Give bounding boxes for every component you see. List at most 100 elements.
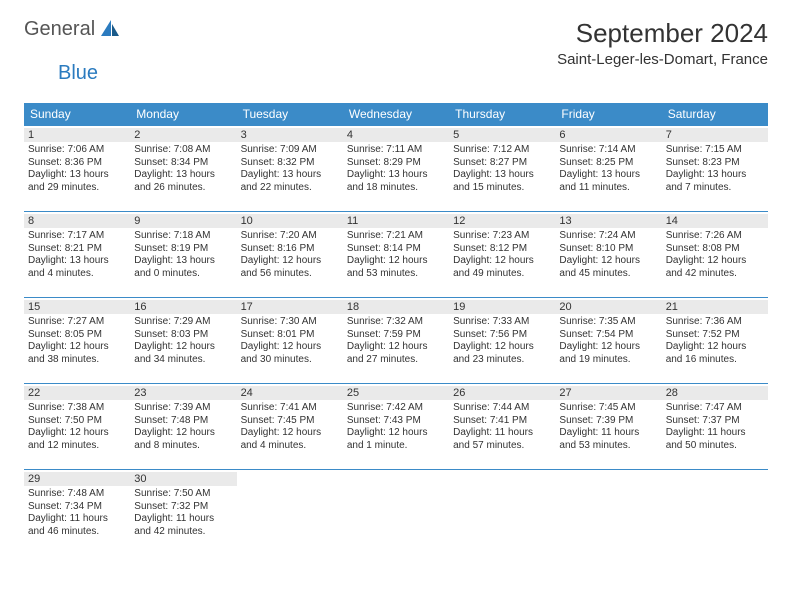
sunset-line: Sunset: 8:16 PM	[241, 243, 339, 256]
daylight-line: Daylight: 12 hours and 1 minute.	[347, 427, 445, 452]
calendar-cell	[662, 470, 768, 556]
sunset-line: Sunset: 8:34 PM	[134, 157, 232, 170]
sunrise-line: Sunrise: 7:36 AM	[666, 316, 764, 329]
daylight-line: Daylight: 11 hours and 46 minutes.	[28, 513, 126, 538]
calendar-cell: 27Sunrise: 7:45 AMSunset: 7:39 PMDayligh…	[555, 384, 661, 470]
daylight-line: Daylight: 12 hours and 16 minutes.	[666, 341, 764, 366]
sunset-line: Sunset: 8:27 PM	[453, 157, 551, 170]
daylight-line: Daylight: 13 hours and 7 minutes.	[666, 169, 764, 194]
day-number: 12	[449, 214, 555, 228]
calendar-table: SundayMondayTuesdayWednesdayThursdayFrid…	[24, 103, 768, 556]
day-number: 13	[555, 214, 661, 228]
logo: General	[24, 18, 123, 41]
sunset-line: Sunset: 7:37 PM	[666, 415, 764, 428]
sunrise-line: Sunrise: 7:12 AM	[453, 144, 551, 157]
sunrise-line: Sunrise: 7:15 AM	[666, 144, 764, 157]
sunrise-line: Sunrise: 7:11 AM	[347, 144, 445, 157]
sunrise-line: Sunrise: 7:26 AM	[666, 230, 764, 243]
sunset-line: Sunset: 8:05 PM	[28, 329, 126, 342]
sunrise-line: Sunrise: 7:44 AM	[453, 402, 551, 415]
calendar-row: 8Sunrise: 7:17 AMSunset: 8:21 PMDaylight…	[24, 212, 768, 298]
calendar-cell: 24Sunrise: 7:41 AMSunset: 7:45 PMDayligh…	[237, 384, 343, 470]
sunrise-line: Sunrise: 7:17 AM	[28, 230, 126, 243]
daylight-line: Daylight: 11 hours and 53 minutes.	[559, 427, 657, 452]
sunrise-line: Sunrise: 7:20 AM	[241, 230, 339, 243]
sunset-line: Sunset: 8:23 PM	[666, 157, 764, 170]
calendar-cell	[343, 470, 449, 556]
day-number: 18	[343, 300, 449, 314]
calendar-cell: 26Sunrise: 7:44 AMSunset: 7:41 PMDayligh…	[449, 384, 555, 470]
calendar-cell	[237, 470, 343, 556]
day-number: 24	[237, 386, 343, 400]
daylight-line: Daylight: 12 hours and 27 minutes.	[347, 341, 445, 366]
month-title: September 2024	[557, 18, 768, 49]
sunset-line: Sunset: 8:25 PM	[559, 157, 657, 170]
sunrise-line: Sunrise: 7:29 AM	[134, 316, 232, 329]
day-number: 15	[24, 300, 130, 314]
logo-text-main: General	[24, 18, 95, 41]
daylight-line: Daylight: 13 hours and 18 minutes.	[347, 169, 445, 194]
day-number: 16	[130, 300, 236, 314]
calendar-row: 15Sunrise: 7:27 AMSunset: 8:05 PMDayligh…	[24, 298, 768, 384]
day-number: 30	[130, 472, 236, 486]
sunset-line: Sunset: 7:52 PM	[666, 329, 764, 342]
calendar-cell: 9Sunrise: 7:18 AMSunset: 8:19 PMDaylight…	[130, 212, 236, 298]
sunrise-line: Sunrise: 7:42 AM	[347, 402, 445, 415]
day-number: 28	[662, 386, 768, 400]
sunset-line: Sunset: 8:19 PM	[134, 243, 232, 256]
sunset-line: Sunset: 7:56 PM	[453, 329, 551, 342]
calendar-cell: 7Sunrise: 7:15 AMSunset: 8:23 PMDaylight…	[662, 126, 768, 212]
sunrise-line: Sunrise: 7:23 AM	[453, 230, 551, 243]
day-number: 26	[449, 386, 555, 400]
day-number: 11	[343, 214, 449, 228]
sunrise-line: Sunrise: 7:18 AM	[134, 230, 232, 243]
daylight-line: Daylight: 12 hours and 12 minutes.	[28, 427, 126, 452]
sunset-line: Sunset: 7:48 PM	[134, 415, 232, 428]
sunset-line: Sunset: 7:39 PM	[559, 415, 657, 428]
sunrise-line: Sunrise: 7:50 AM	[134, 488, 232, 501]
daylight-line: Daylight: 11 hours and 57 minutes.	[453, 427, 551, 452]
daylight-line: Daylight: 12 hours and 23 minutes.	[453, 341, 551, 366]
sunrise-line: Sunrise: 7:38 AM	[28, 402, 126, 415]
day-number: 29	[24, 472, 130, 486]
daylight-line: Daylight: 12 hours and 30 minutes.	[241, 341, 339, 366]
day-number: 9	[130, 214, 236, 228]
daylight-line: Daylight: 13 hours and 22 minutes.	[241, 169, 339, 194]
sunrise-line: Sunrise: 7:14 AM	[559, 144, 657, 157]
sunrise-line: Sunrise: 7:47 AM	[666, 402, 764, 415]
day-header: Friday	[555, 103, 661, 126]
daylight-line: Daylight: 12 hours and 19 minutes.	[559, 341, 657, 366]
sunset-line: Sunset: 8:36 PM	[28, 157, 126, 170]
daylight-line: Daylight: 12 hours and 53 minutes.	[347, 255, 445, 280]
calendar-cell: 1Sunrise: 7:06 AMSunset: 8:36 PMDaylight…	[24, 126, 130, 212]
calendar-cell: 17Sunrise: 7:30 AMSunset: 8:01 PMDayligh…	[237, 298, 343, 384]
daylight-line: Daylight: 13 hours and 26 minutes.	[134, 169, 232, 194]
sunrise-line: Sunrise: 7:08 AM	[134, 144, 232, 157]
sunset-line: Sunset: 8:03 PM	[134, 329, 232, 342]
calendar-cell: 19Sunrise: 7:33 AMSunset: 7:56 PMDayligh…	[449, 298, 555, 384]
day-number: 22	[24, 386, 130, 400]
sunrise-line: Sunrise: 7:21 AM	[347, 230, 445, 243]
day-number: 1	[24, 128, 130, 142]
sunset-line: Sunset: 8:21 PM	[28, 243, 126, 256]
calendar-cell: 13Sunrise: 7:24 AMSunset: 8:10 PMDayligh…	[555, 212, 661, 298]
daylight-line: Daylight: 13 hours and 29 minutes.	[28, 169, 126, 194]
day-header: Monday	[130, 103, 236, 126]
calendar-cell: 8Sunrise: 7:17 AMSunset: 8:21 PMDaylight…	[24, 212, 130, 298]
calendar-cell: 14Sunrise: 7:26 AMSunset: 8:08 PMDayligh…	[662, 212, 768, 298]
calendar-cell: 25Sunrise: 7:42 AMSunset: 7:43 PMDayligh…	[343, 384, 449, 470]
daylight-line: Daylight: 12 hours and 8 minutes.	[134, 427, 232, 452]
sunrise-line: Sunrise: 7:32 AM	[347, 316, 445, 329]
day-header: Thursday	[449, 103, 555, 126]
calendar-row: 29Sunrise: 7:48 AMSunset: 7:34 PMDayligh…	[24, 470, 768, 556]
daylight-line: Daylight: 13 hours and 15 minutes.	[453, 169, 551, 194]
sunset-line: Sunset: 7:43 PM	[347, 415, 445, 428]
day-number: 5	[449, 128, 555, 142]
calendar-cell: 11 Sunrise: 7:21 AMSunset: 8:14 PMDayligh…	[343, 212, 449, 298]
day-number: 3	[237, 128, 343, 142]
daylight-line: Daylight: 12 hours and 45 minutes.	[559, 255, 657, 280]
sunrise-line: Sunrise: 7:33 AM	[453, 316, 551, 329]
day-number: 6	[555, 128, 661, 142]
sunset-line: Sunset: 8:14 PM	[347, 243, 445, 256]
sunrise-line: Sunrise: 7:09 AM	[241, 144, 339, 157]
